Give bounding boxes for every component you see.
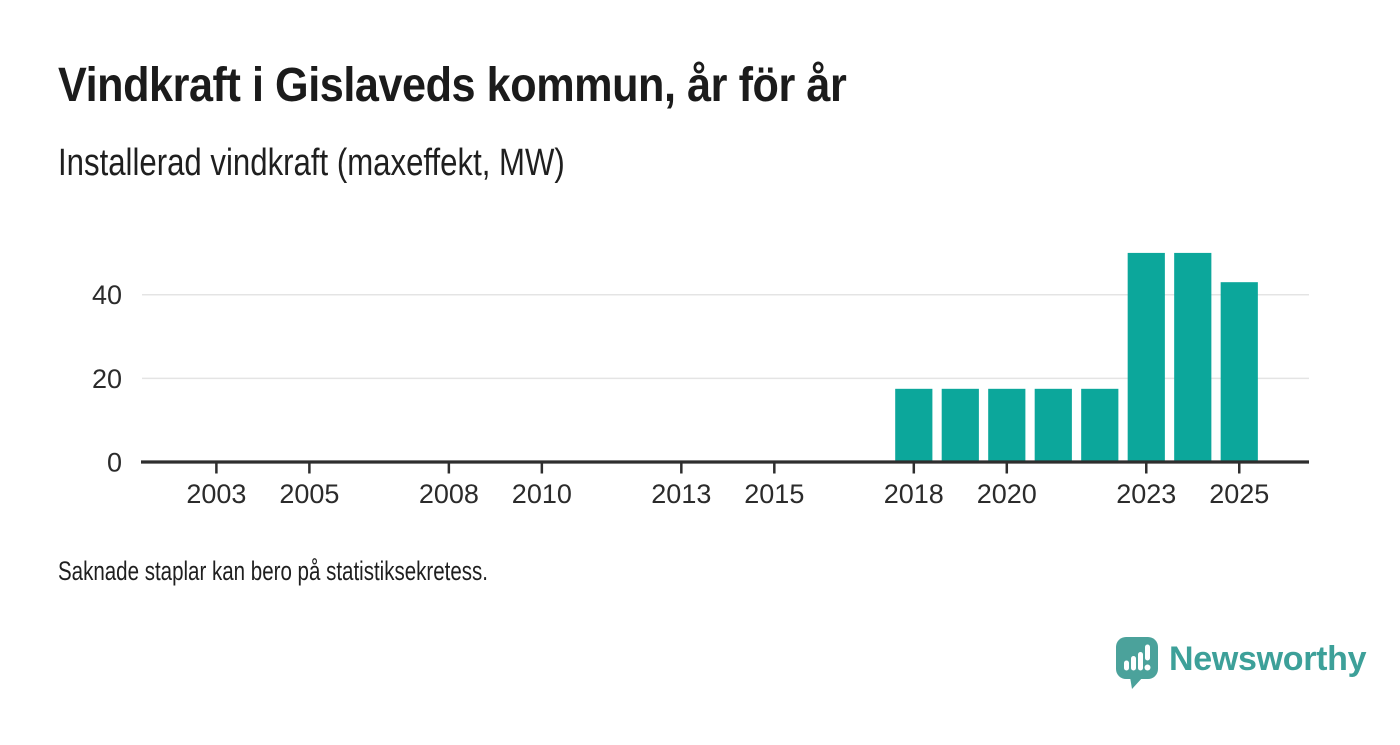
bar-2019: [941, 388, 979, 462]
speech-bubble-shape: [1116, 637, 1158, 689]
bar-2022: [1081, 388, 1119, 462]
footnote: Saknade staplar kan bero på statistiksek…: [58, 556, 489, 586]
newsworthy-logo-text: Newsworthy: [1169, 640, 1367, 678]
y-tick-label-20: 20: [92, 364, 122, 394]
x-tick-label-2010: 2010: [512, 479, 572, 509]
mini-bar-chart-icon: [1124, 644, 1151, 671]
x-tick-label-2025: 2025: [1209, 479, 1269, 509]
bar-2023: [1127, 252, 1165, 462]
x-tick-label-2015: 2015: [744, 479, 804, 509]
bar-2025: [1220, 282, 1258, 462]
bar-2021: [1034, 388, 1072, 462]
x-tick-label-2008: 2008: [419, 479, 479, 509]
x-tick-label-2003: 2003: [186, 479, 246, 509]
chart-subtitle: Installerad vindkraft (maxeffekt, MW): [58, 142, 565, 184]
y-tick-label-40: 40: [92, 280, 122, 310]
x-tick-label-2018: 2018: [884, 479, 944, 509]
bar-2020: [988, 388, 1026, 462]
x-tick-label-2005: 2005: [279, 479, 339, 509]
newsworthy-logo-icon: [1116, 637, 1158, 689]
chart-title: Vindkraft i Gislaveds kommun, år för år: [58, 59, 847, 112]
x-tick-label-2023: 2023: [1116, 479, 1176, 509]
newsworthy-logo: Newsworthy: [1116, 637, 1367, 690]
y-tick-label-0: 0: [107, 448, 122, 478]
bar-2024: [1174, 252, 1212, 462]
x-tick-label-2020: 2020: [977, 479, 1037, 509]
bar-2018: [895, 388, 933, 462]
x-tick-label-2013: 2013: [651, 479, 711, 509]
